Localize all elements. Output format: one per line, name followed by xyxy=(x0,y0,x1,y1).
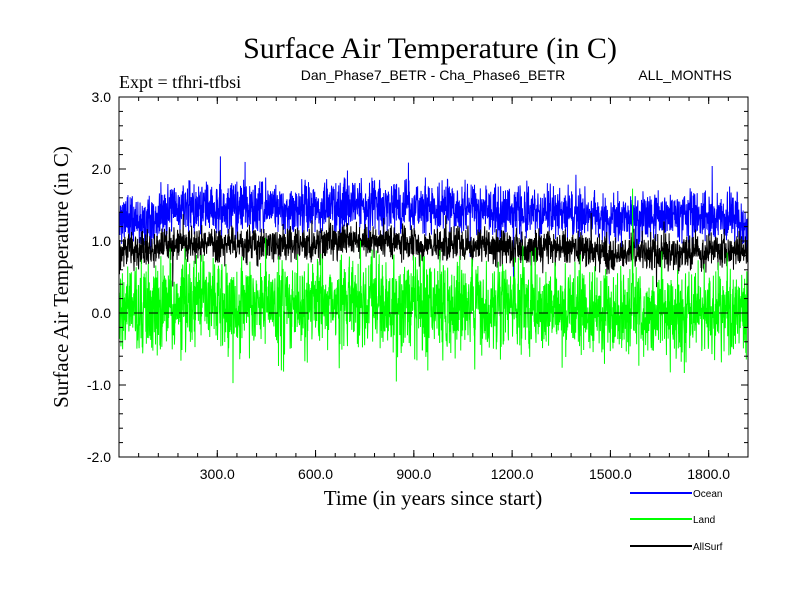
legend-label-ocean: Ocean xyxy=(693,489,722,500)
x-tick-label: 900.0 xyxy=(396,466,431,482)
x-tick-label: 1500.0 xyxy=(589,466,632,482)
y-axis-label: Surface Air Temperature (in C) xyxy=(49,146,73,408)
series-line-ocean xyxy=(119,156,748,278)
x-axis-label: Time (in years since start) xyxy=(324,486,543,510)
x-tick-label: 300.0 xyxy=(200,466,235,482)
chart-title: Surface Air Temperature (in C) xyxy=(243,32,617,65)
chart-subtitle-right: ALL_MONTHS xyxy=(638,67,731,83)
series-line-allsurf xyxy=(119,212,748,288)
y-tick-label: 1.0 xyxy=(92,233,112,249)
series-line-land xyxy=(119,188,748,384)
y-tick-label: -1.0 xyxy=(87,377,111,393)
x-tick-label: 1800.0 xyxy=(687,466,730,482)
x-tick-label: 1200.0 xyxy=(491,466,534,482)
legend-label-allsurf: AllSurf xyxy=(693,542,723,553)
y-axis: 3.0 2.0 1.0 0.0 -1.0 -2.0 xyxy=(87,89,748,465)
legend: Ocean Land AllSurf xyxy=(630,489,723,553)
x-tick-label: 600.0 xyxy=(298,466,333,482)
y-tick-label: 3.0 xyxy=(92,89,112,105)
x-axis: 300.0 600.0 900.0 1200.0 1500.0 1800.0 xyxy=(138,97,730,482)
y-tick-label: 2.0 xyxy=(92,161,112,177)
chart-subtitle-center: Dan_Phase7_BETR - Cha_Phase6_BETR xyxy=(301,67,566,83)
series-layer xyxy=(119,156,748,384)
legend-label-land: Land xyxy=(693,515,715,526)
y-tick-label: -2.0 xyxy=(87,449,111,465)
y-tick-label: 0.0 xyxy=(92,305,112,321)
chart-subtitle-left: Expt = tfhri-tfbsi xyxy=(119,72,241,92)
